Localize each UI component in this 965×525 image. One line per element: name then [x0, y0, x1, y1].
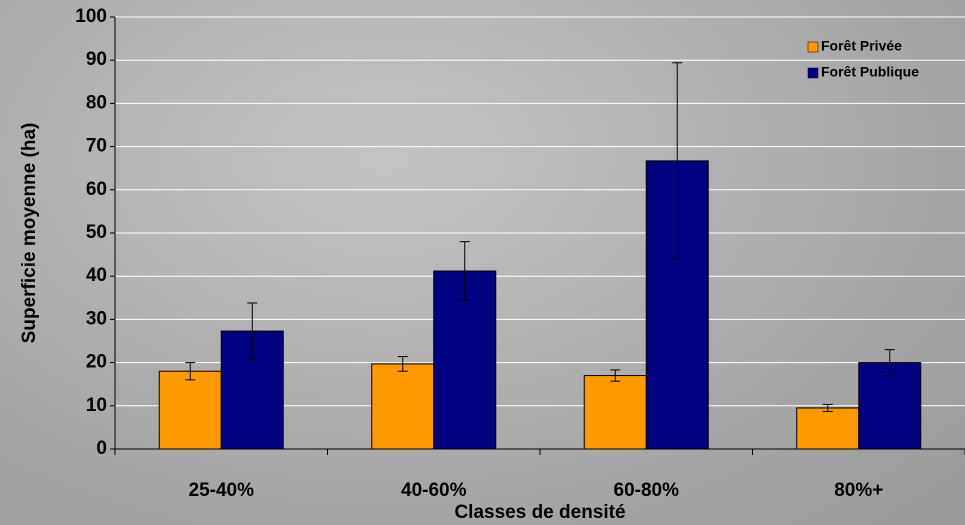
bar [796, 407, 860, 450]
legend-label: Forêt Publique [821, 64, 919, 80]
y-tick-label: 10 [86, 395, 107, 416]
error-bar [672, 62, 683, 260]
x-tick-label: 40-60% [401, 480, 467, 501]
y-tick-label: 80 [86, 92, 107, 113]
bar [371, 363, 435, 450]
y-tick-label: 100 [75, 6, 107, 27]
error-bar [247, 302, 258, 360]
y-tick-label: 20 [86, 352, 107, 373]
x-tick-label: 25-40% [189, 480, 255, 501]
y-axis-label: Superficie moyenne (ha) [19, 123, 40, 344]
legend-label: Forêt Privée [821, 38, 902, 54]
error-bar [397, 356, 408, 372]
error-bar [459, 241, 470, 301]
y-tick-label: 90 [86, 49, 107, 70]
y-tick-label: 70 [86, 136, 107, 157]
bar [158, 370, 222, 450]
error-bar [822, 404, 833, 412]
y-tick-label: 40 [86, 265, 107, 286]
legend-swatch [807, 67, 819, 79]
y-tick-label: 50 [86, 222, 107, 243]
y-tick-label: 60 [86, 179, 107, 200]
bar [858, 362, 922, 450]
y-tick-label: 30 [86, 308, 107, 329]
x-tick-label: 60-80% [614, 480, 680, 501]
legend-swatch [807, 41, 819, 53]
bar [583, 375, 647, 450]
x-axis-label: Classes de densité [454, 502, 625, 523]
error-bar [610, 369, 621, 382]
y-tick-label: 0 [96, 438, 107, 459]
error-bar [884, 349, 895, 377]
error-bar [185, 362, 196, 381]
x-tick-label: 80%+ [834, 480, 883, 501]
